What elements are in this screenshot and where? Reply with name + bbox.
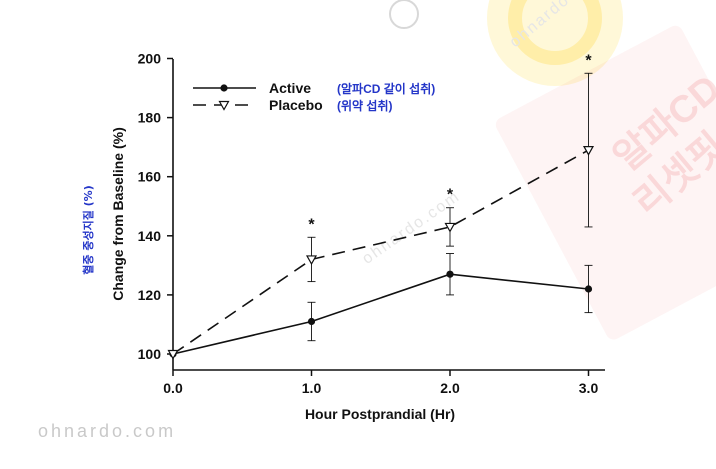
legend-active-marker (220, 84, 228, 92)
y-tick-label: 140 (138, 228, 162, 244)
y-ticks: 100 120 140 160 180 200 (138, 51, 173, 362)
plot-area: * * * (167, 52, 595, 360)
y-tick-label: 100 (138, 346, 162, 362)
brand-watermark: ohnardo 알파CD 리셋핏 (389, 0, 716, 340)
legend-placebo-marker (218, 100, 230, 111)
significance-asterisk: * (447, 187, 454, 204)
x-tick-label: 1.0 (302, 380, 322, 396)
active-point (584, 285, 593, 293)
placebo-series-line (172, 149, 589, 355)
significance-asterisk: * (585, 52, 592, 69)
placebo-point (305, 255, 318, 266)
y-tick-label: 120 (138, 287, 162, 303)
x-tick-label: 2.0 (440, 380, 460, 396)
legend-placebo-note: (위약 섭취) (337, 98, 393, 113)
active-point (446, 270, 454, 278)
legend-active-label: Active (269, 80, 311, 96)
x-axis-title: Hour Postprandial (Hr) (305, 406, 455, 422)
legend-placebo-label: Placebo (269, 97, 323, 113)
x-tick-label: 3.0 (579, 380, 599, 396)
y-tick-label: 180 (138, 110, 162, 126)
legend: Active (알파CD 같이 섭취) Placebo (위약 섭취) (193, 80, 435, 113)
y-tick-label: 200 (138, 51, 162, 67)
active-series-line (172, 273, 589, 355)
axes (172, 59, 605, 371)
active-point (307, 317, 316, 326)
korean-y-axis-label: 혈중 중성지질 (%) (81, 185, 95, 274)
grey-seal-icon (389, 0, 419, 29)
y-tick-label: 160 (138, 169, 162, 185)
red-stamp (495, 25, 716, 340)
placebo-point (582, 146, 595, 156)
x-ticks: 0.0 1.0 2.0 3.0 (163, 370, 598, 396)
site-watermark-bottom: ohnardo.com (38, 421, 176, 441)
y-axis-title: Change from Baseline (%) (110, 127, 126, 300)
placebo-point (167, 349, 179, 360)
yellow-badge (487, 0, 623, 86)
significance-asterisk: * (308, 216, 315, 233)
x-tick-label: 0.0 (163, 380, 183, 396)
placebo-point (444, 222, 456, 233)
yellow-badge-inner (508, 0, 602, 65)
legend-active-note: (알파CD 같이 섭취) (337, 81, 435, 96)
